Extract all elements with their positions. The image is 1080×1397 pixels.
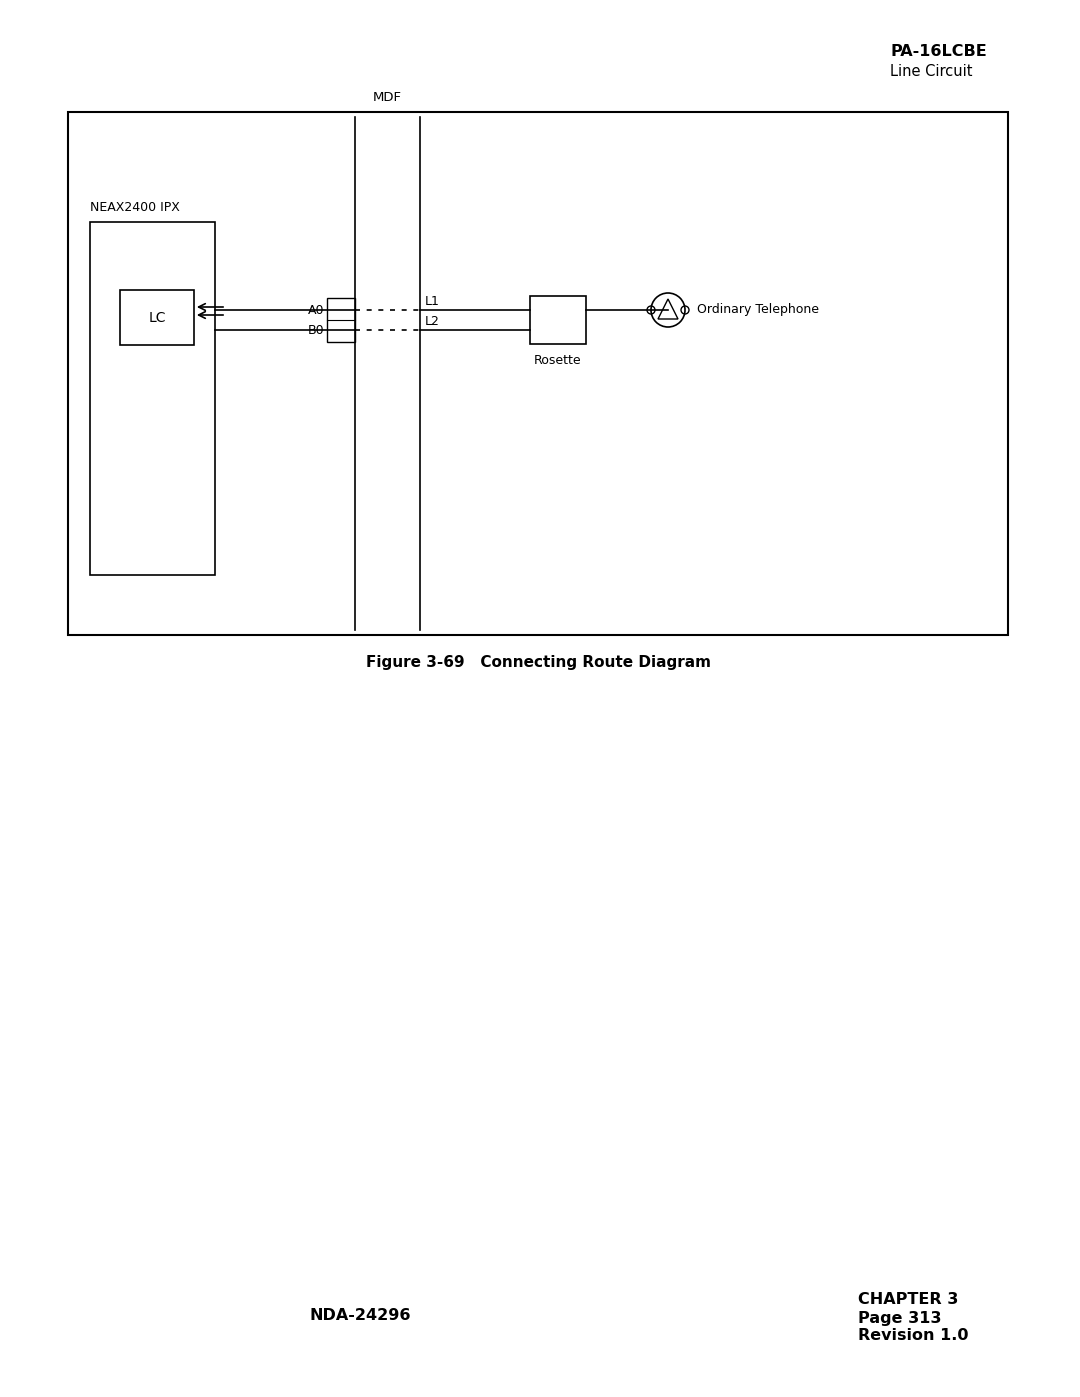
Text: L2: L2 — [426, 314, 440, 328]
Text: NDA-24296: NDA-24296 — [309, 1308, 410, 1323]
Bar — [68, 112, 1008, 636]
Text: PA-16LCBE: PA-16LCBE — [890, 45, 987, 60]
Bar — [90, 222, 215, 576]
Bar — [530, 296, 586, 344]
Text: NEAX2400 IPX: NEAX2400 IPX — [90, 201, 180, 214]
Text: Page 313: Page 313 — [858, 1310, 942, 1326]
Bar — [327, 298, 355, 342]
Text: B0: B0 — [308, 324, 324, 338]
Text: Line Circuit: Line Circuit — [890, 64, 972, 80]
Bar — [120, 291, 194, 345]
Text: L1: L1 — [426, 295, 440, 307]
Text: Revision 1.0: Revision 1.0 — [858, 1329, 969, 1344]
Text: CHAPTER 3: CHAPTER 3 — [858, 1292, 958, 1308]
Text: Figure 3-69   Connecting Route Diagram: Figure 3-69 Connecting Route Diagram — [365, 655, 711, 669]
Text: A0: A0 — [308, 305, 324, 317]
Text: Ordinary Telephone: Ordinary Telephone — [697, 303, 819, 317]
Text: MDF: MDF — [373, 91, 402, 103]
Text: Rosette: Rosette — [535, 353, 582, 367]
Text: LC: LC — [148, 310, 165, 324]
